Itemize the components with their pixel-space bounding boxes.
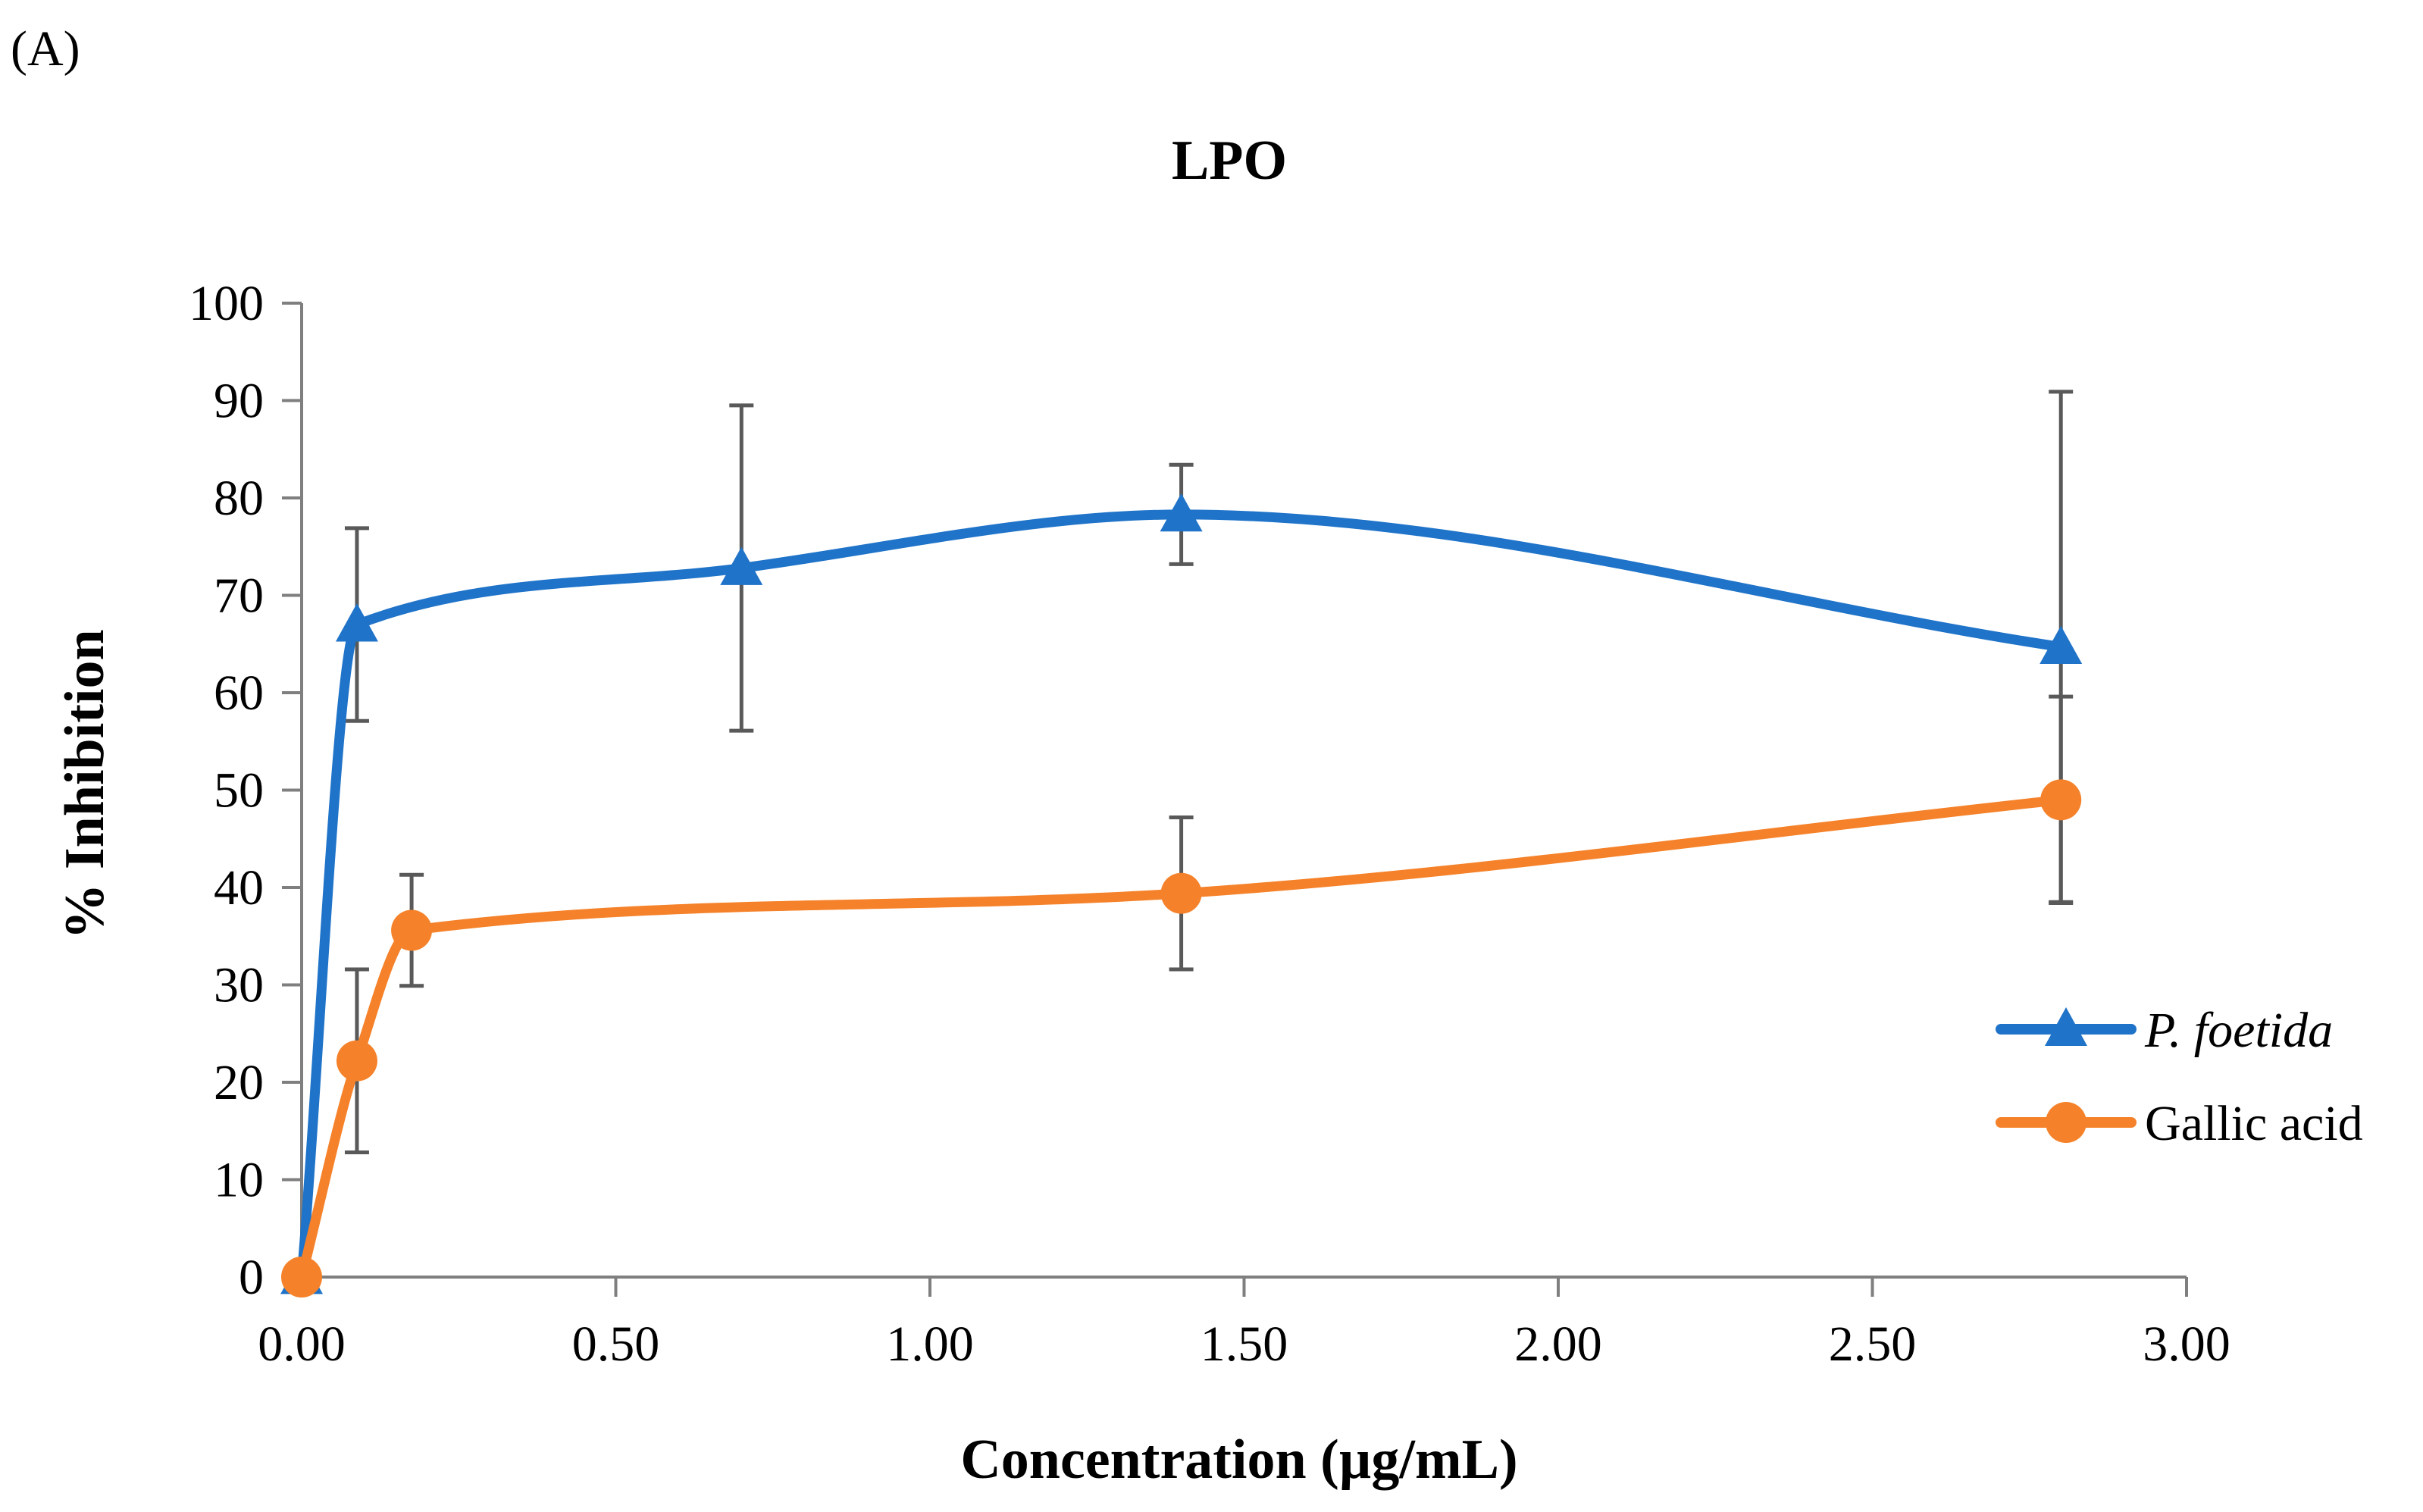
legend: P. foetida Gallic acid — [1996, 1003, 2363, 1151]
y-tick-label: 20 — [214, 1055, 264, 1110]
data-point-p-foetida — [2040, 625, 2083, 665]
data-point-gallic-acid — [391, 909, 433, 951]
x-tick-label: 3.00 — [2143, 1316, 2230, 1372]
y-tick-label: 100 — [189, 276, 264, 331]
series-line-p-foetida — [296, 509, 2066, 1282]
x-tick-label: 2.50 — [1829, 1316, 1917, 1372]
y-tick-label: 0 — [239, 1250, 264, 1305]
y-tick-label: 80 — [214, 471, 264, 526]
data-point-gallic-acid — [281, 1257, 322, 1298]
x-tick-label: 0.00 — [258, 1316, 346, 1372]
x-axis-label: Concentration (µg/mL) — [960, 1429, 1517, 1491]
x-tick-label: 0.50 — [572, 1316, 660, 1372]
y-tick-label: 70 — [214, 568, 264, 624]
legend-item-p-foetida: P. foetida — [1996, 1003, 2333, 1058]
data-point-p-foetida — [720, 546, 763, 585]
data-point-p-foetida — [1160, 493, 1203, 532]
y-tick-label: 50 — [214, 763, 264, 819]
data-point-p-foetida — [335, 603, 378, 642]
data-point-gallic-acid — [2040, 779, 2082, 821]
legend-label-p-foetida: P. foetida — [2144, 1003, 2333, 1058]
y-tick-label: 90 — [214, 374, 264, 429]
chart-title: LPO — [1172, 130, 1287, 192]
x-tick-label: 1.00 — [886, 1316, 974, 1372]
y-tick-label: 10 — [214, 1153, 264, 1208]
error-bars — [344, 390, 2074, 1155]
y-axis: 0 10 20 30 40 50 60 70 80 90 100 — [189, 276, 303, 1305]
x-axis: 0.00 0.50 1.00 1.50 2.00 2.50 3.00 — [258, 1276, 2230, 1372]
legend-marker-circle — [2046, 1102, 2086, 1143]
legend-label-gallic-acid: Gallic acid — [2145, 1096, 2363, 1151]
panel-label: (A) — [11, 21, 80, 77]
y-tick-label: 40 — [214, 860, 264, 916]
data-markers — [280, 493, 2083, 1298]
y-tick-label: 60 — [214, 665, 264, 721]
y-tick-label: 30 — [214, 958, 264, 1013]
x-tick-label: 2.00 — [1514, 1316, 1602, 1372]
x-tick-label: 1.50 — [1201, 1316, 1288, 1372]
legend-marker-triangle — [2045, 1007, 2087, 1046]
data-point-gallic-acid — [1160, 872, 1202, 914]
data-point-gallic-acid — [336, 1040, 377, 1082]
y-axis-label: % Inhibition — [54, 629, 116, 939]
legend-item-gallic-acid: Gallic acid — [1996, 1096, 2363, 1151]
